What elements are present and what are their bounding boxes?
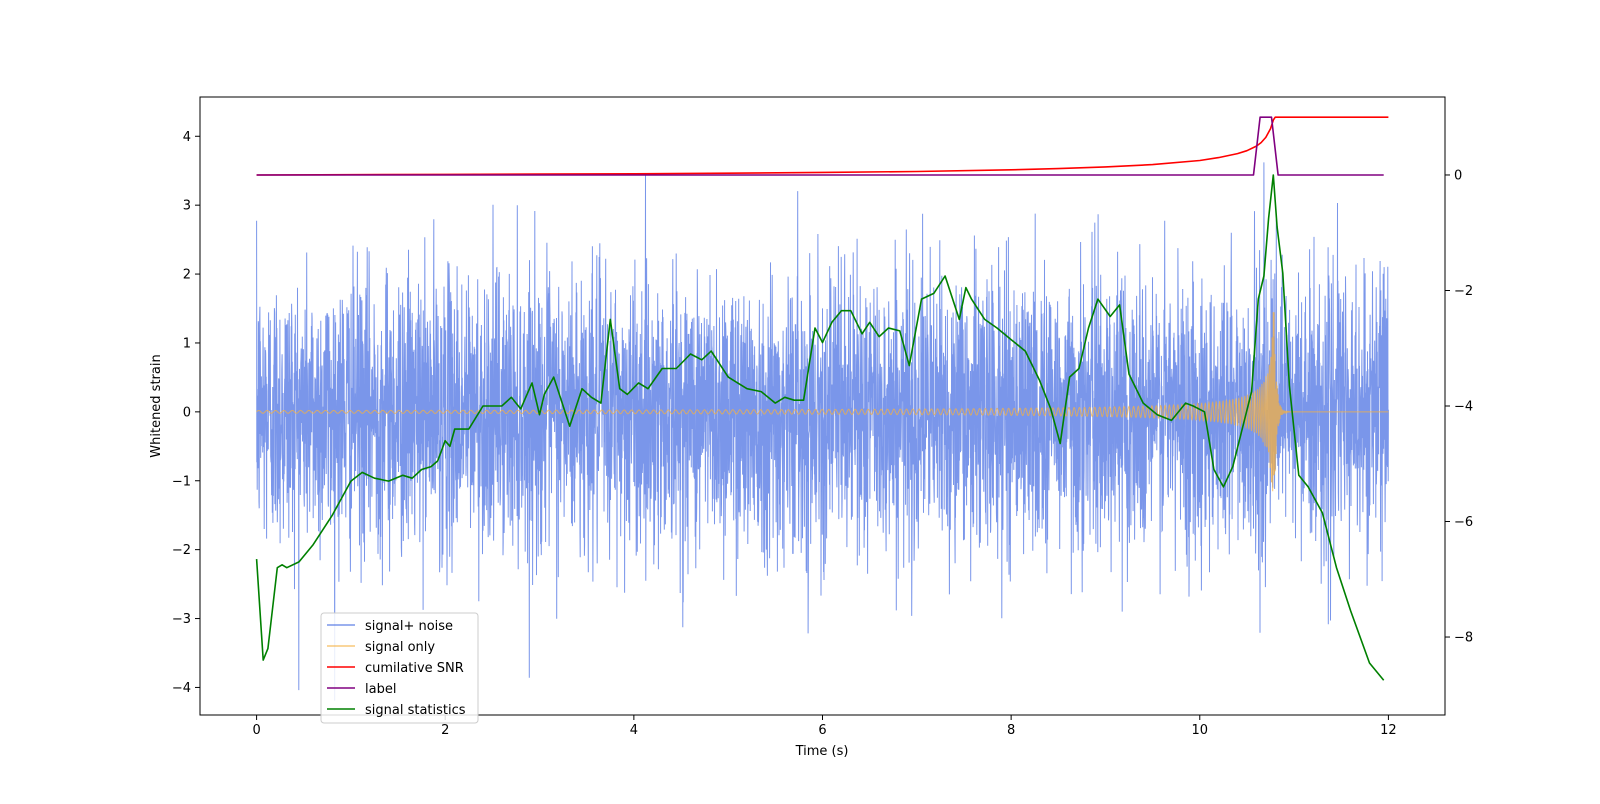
series-signal-statistics (255, 174, 1385, 681)
series-signal-noise (256, 162, 1389, 701)
y-tick-label: −1 (172, 474, 191, 489)
series-label (256, 116, 1384, 176)
x-tick-label: 6 (818, 723, 826, 738)
y-tick-label: 0 (183, 405, 191, 420)
y2-tick-label: −6 (1454, 515, 1473, 530)
y-tick-label: −3 (172, 612, 191, 627)
y-tick-label: 2 (183, 268, 191, 283)
y-axis-label: Whitened strain (149, 354, 164, 457)
y-tick-label: 4 (183, 130, 191, 145)
series-signal-only (256, 312, 1389, 492)
plot-layer (255, 116, 1389, 701)
x-tick-label: 10 (1191, 723, 1208, 738)
y-tick-label: 3 (183, 199, 191, 214)
y2-tick-label: 0 (1454, 168, 1462, 183)
legend-label-signal-only: signal only (365, 640, 435, 655)
y-tick-label: 1 (183, 336, 191, 351)
x-tick-label: 8 (1007, 723, 1015, 738)
x-tick-label: 0 (252, 723, 260, 738)
x-tick-label: 2 (441, 723, 449, 738)
y-tick-label: −2 (172, 543, 191, 558)
x-tick-label: 12 (1380, 723, 1397, 738)
legend-label-signal-statistics: signal statistics (365, 703, 466, 718)
x-axis-label: Time (s) (795, 744, 849, 759)
legend-label-label: label (365, 682, 396, 697)
x-tick-label: 4 (630, 723, 638, 738)
y-tick-label: −4 (172, 681, 191, 696)
legend-label-cumulative-snr: cumilative SNR (365, 661, 464, 676)
y2-tick-label: −4 (1454, 400, 1473, 415)
y2-tick-label: −8 (1454, 631, 1473, 646)
y2-tick-label: −2 (1454, 284, 1473, 299)
legend: signal+ noise signal only cumilative SNR… (320, 612, 479, 724)
legend-box (320, 612, 479, 724)
series-cumulative-snr (256, 116, 1389, 176)
legend-label-signal-noise: signal+ noise (365, 619, 453, 634)
